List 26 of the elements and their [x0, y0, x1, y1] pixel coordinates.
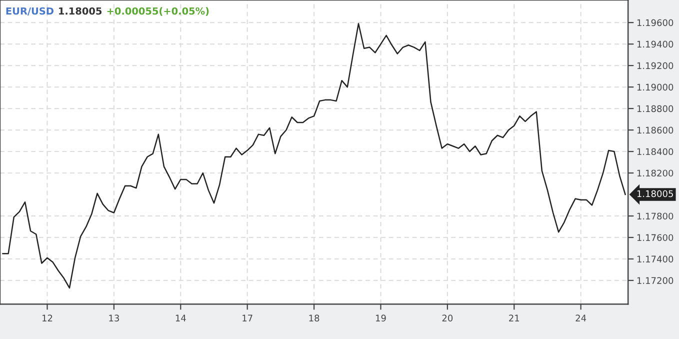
text: EUR/USD — [6, 7, 54, 16]
x-tick-label: 24 — [576, 314, 586, 322]
y-tick-label: 1.17200 — [637, 277, 674, 284]
y-tick-label: 1.19600 — [637, 19, 674, 26]
y-tick-label: 1.18400 — [637, 148, 674, 156]
annotation: +0.00055(+0.05%) — [107, 7, 209, 16]
x-tick-label: 19 — [376, 314, 386, 322]
x-tick-label: 17 — [242, 314, 252, 322]
text: 1.18005 — [59, 7, 102, 15]
x-tick-label: 18 — [309, 314, 320, 322]
x-tick-label: 12 — [42, 314, 52, 322]
line-series — [2, 23, 626, 289]
y-tick-label: 1.19000 — [637, 84, 674, 91]
y-tick-label: 1.18800 — [637, 105, 674, 112]
y-tick-label: 1.17800 — [637, 212, 674, 220]
y-tick-label: 1.17400 — [637, 256, 674, 263]
y-tick-label: 1.17600 — [637, 234, 674, 242]
x-tick-label: 14 — [176, 314, 186, 322]
x-tick-label: 21 — [509, 314, 520, 322]
text: 1.18005 — [637, 190, 673, 198]
x-tick-label: 13 — [109, 314, 119, 322]
y-tick-label: 1.18600 — [637, 126, 674, 134]
y-tick-label: 1.19200 — [637, 62, 674, 70]
y-tick-label: 1.18200 — [637, 170, 674, 177]
x-tick-label: 20 — [442, 314, 453, 322]
y-tick-label: 1.19400 — [637, 40, 674, 48]
